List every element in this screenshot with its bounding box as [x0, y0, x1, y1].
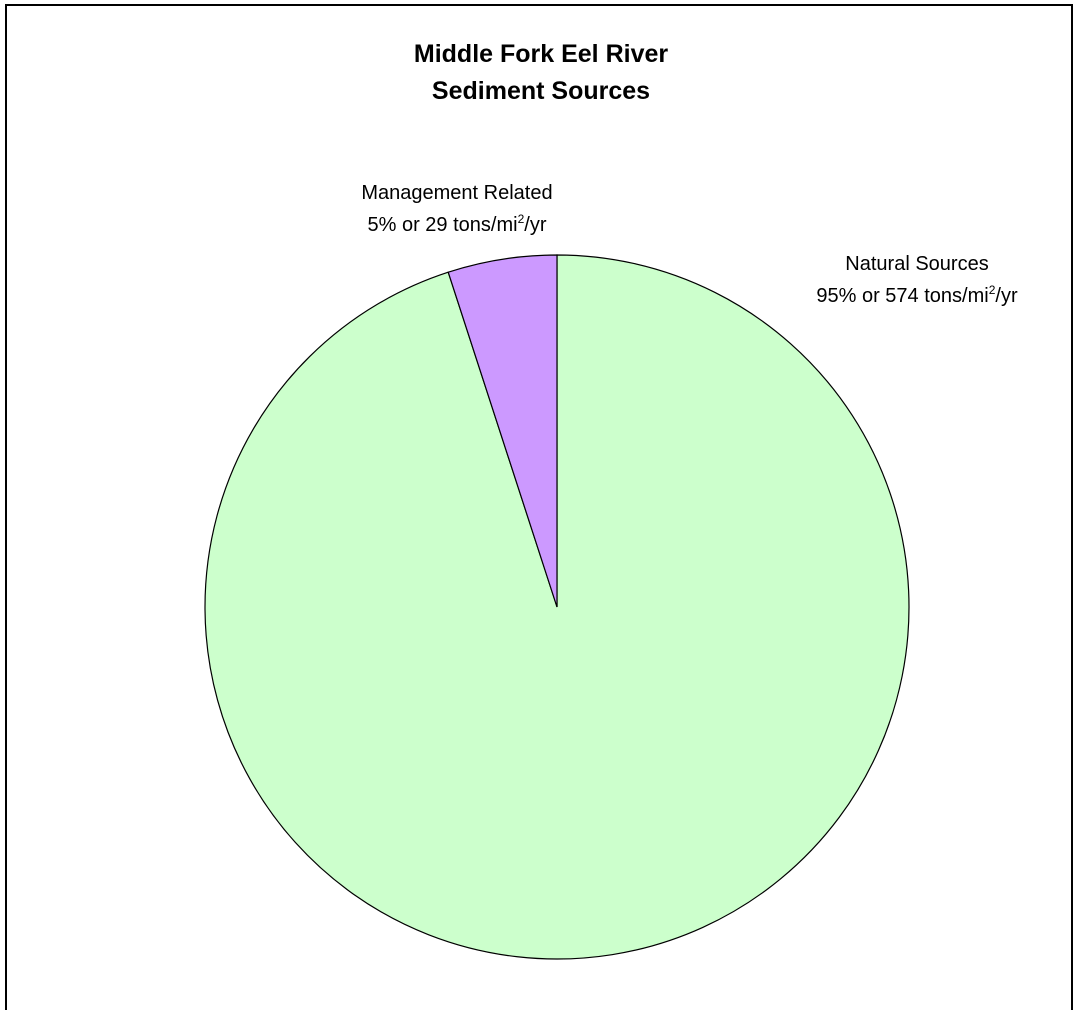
chart-title-line-1: Middle Fork Eel River	[413, 40, 669, 68]
chart-title-line-2: Sediment Sources	[431, 77, 651, 105]
slice-label-management-value: 5% or 29 tons/mi2/yr	[367, 212, 547, 236]
slice-label-management-related: Management Related 5% or 29 tons/mi2/yr	[297, 177, 617, 241]
pie-slice-management-related	[447, 254, 558, 608]
slice-label-natural-value: 95% or 574 tons/mi2/yr	[816, 283, 1018, 307]
slice-label-natural-name: Natural Sources	[845, 253, 989, 275]
pie-chart	[204, 254, 910, 960]
slice-label-management-name: Management Related	[361, 182, 553, 204]
chart-title: Middle Fork Eel River Sediment Sources	[7, 36, 1075, 110]
slice-label-natural-sources: Natural Sources 95% or 574 tons/mi2/yr	[757, 248, 1077, 312]
chart-frame: Middle Fork Eel River Sediment Sources M…	[5, 4, 1073, 1010]
